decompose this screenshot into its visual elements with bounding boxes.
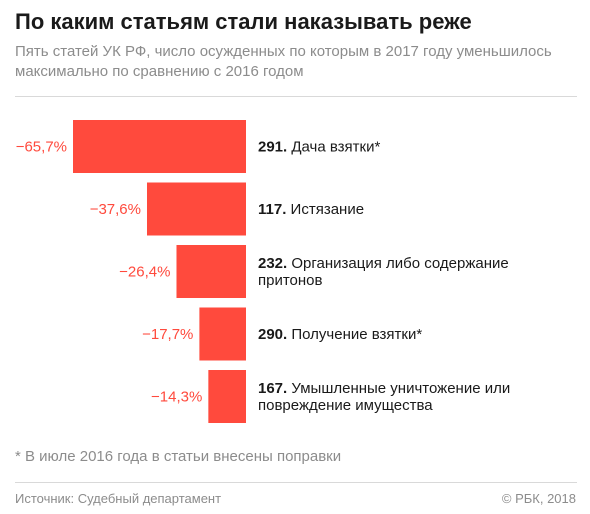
category-name: Получение взятки*: [291, 326, 422, 343]
category-name: Организация либо содержание: [291, 255, 508, 272]
category-label: 167. Умышленные уничтожение или поврежден…: [258, 380, 510, 414]
bar: [199, 307, 246, 361]
article-number: 167.: [258, 380, 291, 397]
category-name: Истязание: [291, 201, 365, 218]
category-label: 117. Истязание: [258, 201, 364, 218]
category-label: 290. Получение взятки*: [258, 326, 422, 343]
value-label: −14,3%: [151, 389, 202, 406]
bar: [208, 370, 246, 423]
category-label: 232. Организация либо содержание притонов: [258, 255, 509, 289]
footnote: * В июле 2016 года в статьи внесены попр…: [15, 448, 342, 465]
article-number: 290.: [258, 326, 291, 343]
value-label: −17,7%: [142, 326, 193, 343]
bar-chart: −65,7% 291. Дача взятки* −37,6% 117. Истяза…: [16, 120, 510, 423]
value-label: −26,4%: [119, 264, 170, 281]
category-name: Умышленные уничтожение или: [291, 380, 510, 397]
chart-title: По каким статьям стали наказывать реже: [15, 9, 472, 34]
value-label: −65,7%: [16, 139, 67, 156]
copyright-note: © РБК, 2018: [501, 491, 576, 506]
category-name: притонов: [258, 272, 323, 289]
bar: [73, 120, 246, 173]
source-note: Источник: Судебный департамент: [15, 491, 222, 506]
bottom-divider: [15, 482, 577, 483]
category-label: 291. Дача взятки*: [258, 139, 380, 156]
article-number: 232.: [258, 255, 291, 272]
bar: [146, 182, 246, 236]
category-name: повреждение имущества: [258, 397, 433, 414]
article-number: 291.: [258, 139, 291, 156]
article-number: 117.: [258, 201, 291, 218]
bar: [176, 245, 246, 298]
value-label: −37,6%: [90, 201, 141, 218]
top-divider: [15, 96, 577, 97]
chart-subtitle: Пять статей УК РФ, число осужденных по к…: [15, 43, 552, 80]
category-name: Дача взятки*: [291, 139, 380, 156]
